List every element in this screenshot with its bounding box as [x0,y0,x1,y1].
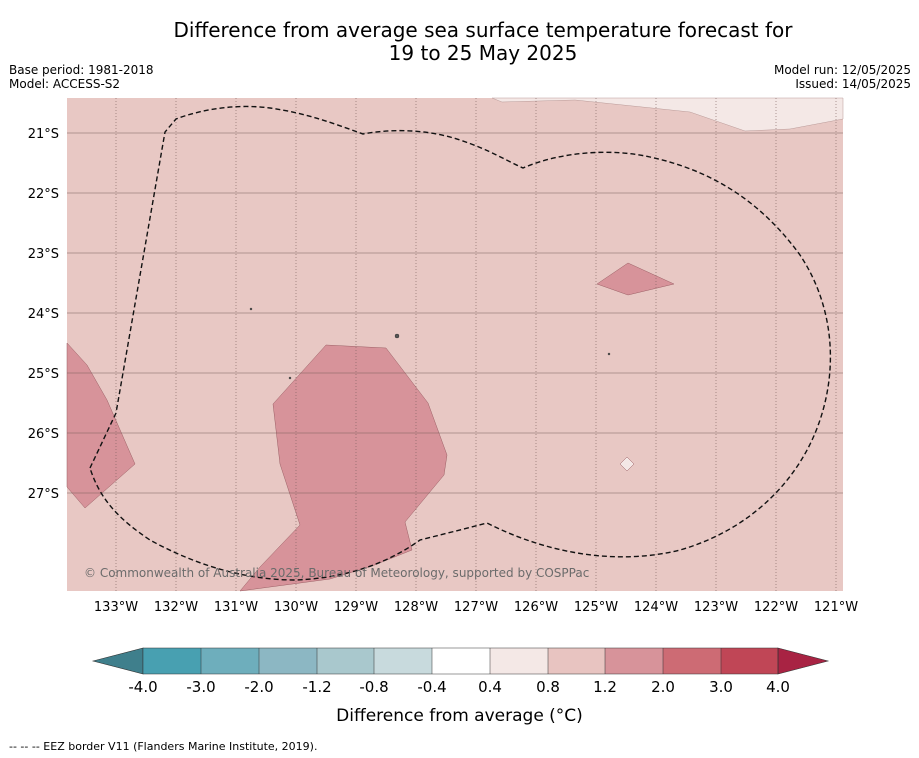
colorbar-extend-low [91,647,144,675]
gridlines [67,98,843,591]
colorbar-tick: -0.4 [417,678,446,696]
colorbar-tick: -2.0 [244,678,273,696]
lon-label: 121°W [814,600,858,615]
lat-label: 23°S [28,247,59,262]
colorbar-segment [374,648,432,674]
colorbar-tick: -1.2 [302,678,331,696]
island-2 [394,333,400,339]
colorbar-segment [663,648,721,674]
map-panel [66,97,844,592]
colorbar-segment [259,648,317,674]
colorbar-extend-high [777,647,830,675]
lon-label: 122°W [754,600,798,615]
colorbar-label: Difference from average (°C) [336,706,583,726]
model-text: Model: ACCESS-S2 [9,77,121,91]
lon-label: 124°W [634,600,678,615]
lon-labels: 133°W 132°W 131°W 130°W 129°W 128°W 127°… [94,600,858,615]
colorbar-segment [432,648,490,674]
lat-label: 24°S [28,307,59,322]
anomaly-patch-east [596,262,675,296]
island-4 [607,352,611,356]
anomaly-patch-west [66,342,136,509]
colorbar-segment [201,648,259,674]
colorbar-segment [605,648,663,674]
colorbar-tick: 0.8 [536,678,560,696]
lon-label: 130°W [274,600,318,615]
lat-label: 26°S [28,427,59,442]
base-period-text: Base period: 1981-2018 [9,63,154,77]
lon-label: 127°W [454,600,498,615]
anomaly-patch-small [619,456,635,472]
colorbar: -4.0 -3.0 -2.0 -1.2 -0.8 -0.4 0.4 0.8 1.… [91,647,830,696]
island-3 [288,376,292,380]
lat-label: 25°S [28,367,59,382]
lon-label: 129°W [334,600,378,615]
lon-label: 123°W [694,600,738,615]
colorbar-tick: -0.8 [359,678,388,696]
colorbar-segment [143,648,201,674]
island-1 [249,307,253,311]
colorbar-tick: 1.2 [593,678,617,696]
colorbar-tick: 4.0 [766,678,790,696]
islands [249,307,611,380]
title-line-1: Difference from average sea surface temp… [173,18,793,42]
colorbar-segment [721,648,778,674]
lon-label: 132°W [154,600,198,615]
eez-border [89,105,832,581]
colorbar-tick: 2.0 [651,678,675,696]
eez-footnote: -- -- -- EEZ border V11 (Flanders Marine… [9,740,318,753]
anomaly-patch-low [491,97,844,132]
lon-label: 128°W [394,600,438,615]
colorbar-tick: 0.4 [478,678,502,696]
lat-labels: 21°S 22°S 23°S 24°S 25°S 26°S 27°S [28,127,59,502]
colorbar-tick: 3.0 [709,678,733,696]
info-left: Base period: 1981-2018 Model: ACCESS-S2 [9,63,154,91]
lon-label: 126°W [514,600,558,615]
lon-label: 131°W [214,600,258,615]
lat-label: 27°S [28,487,59,502]
map-background-fill [67,98,843,591]
title-line-2: 19 to 25 May 2025 [388,41,578,65]
info-right: Model run: 12/05/2025 Issued: 14/05/2025 [774,63,911,91]
lon-label: 125°W [574,600,618,615]
colorbar-tick: -4.0 [128,678,157,696]
copyright-text: © Commonwealth of Australia 2025, Bureau… [84,566,589,580]
lon-label: 133°W [94,600,138,615]
colorbar-tick: -3.0 [186,678,215,696]
model-run-text: Model run: 12/05/2025 [773,63,911,77]
lat-label: 21°S [28,127,59,142]
colorbar-segment [548,648,605,674]
map-title: Difference from average sea surface temp… [0,19,919,65]
issued-text: Issued: 14/05/2025 [795,77,911,91]
colorbar-segment [317,648,374,674]
colorbar-segment [490,648,548,674]
lat-label: 22°S [28,187,59,202]
